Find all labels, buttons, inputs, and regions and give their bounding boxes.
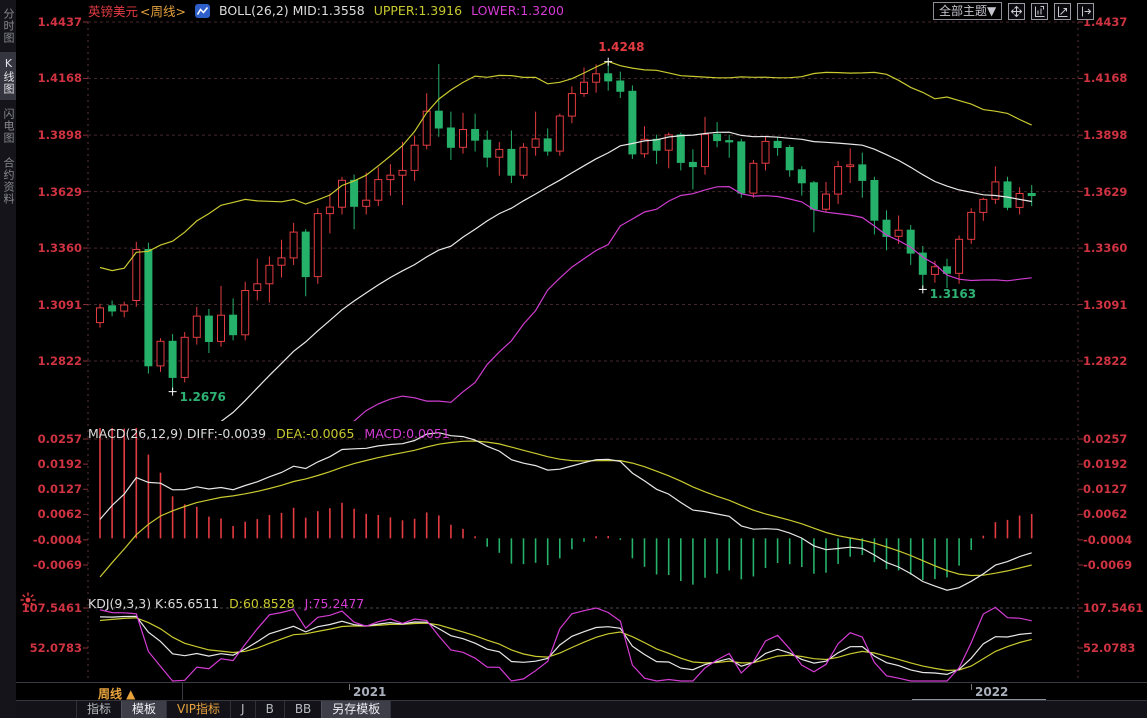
macd-panel-header: MACD(26,12,9) DIFF:-0.0039 DEA:-0.0065 M… [88, 426, 450, 441]
bollinger-bands [99, 60, 1032, 421]
macd-dea-value: DEA:-0.0065 [276, 426, 355, 441]
chart-type-sidebar: 分时图 K线图闪电图合约资料 [0, 0, 16, 718]
axis-label: 0.0192 [37, 457, 82, 472]
sidebar-item-tab[interactable]: 分时图 [2, 8, 15, 44]
sidebar-item-tab[interactable]: 闪电图 [2, 108, 15, 144]
axis-label: 1.4168 [1083, 71, 1128, 86]
period-tag: <周线> [140, 4, 186, 19]
sidebar-item-active[interactable]: K线图 [0, 52, 16, 100]
axis-label: 0.0127 [37, 482, 82, 497]
candlestick-series [96, 61, 1036, 392]
axis-label: 0.0062 [37, 507, 82, 522]
indicator-settings-icon[interactable] [19, 591, 37, 609]
axis-label: 1.4168 [37, 71, 82, 86]
axis-label: 1.3360 [37, 241, 82, 256]
axis-label: 52.0783 [29, 641, 82, 655]
line-chart-icon[interactable] [194, 3, 210, 18]
boll-upper-value: UPPER:1.3916 [373, 3, 463, 18]
axis-label: 52.0783 [1083, 641, 1136, 655]
move-icon[interactable] [1008, 2, 1026, 20]
boll-mid-value: BOLL(26,2) MID:1.3558 [218, 3, 365, 18]
axis-label: 1.3091 [37, 297, 82, 312]
tab-BB[interactable]: BB [283, 701, 321, 718]
price-annotation: 1.2676 [179, 389, 226, 404]
axis-label: 1.2822 [37, 354, 82, 368]
time-axis-bar: 周线 ▲ 2021 2022 [0, 682, 1147, 701]
axis-label: -0.0004 [32, 532, 82, 547]
axis-label: 107.5461 [1083, 601, 1144, 615]
axis-label: 0.0062 [1083, 507, 1128, 522]
kdj-series [99, 606, 1032, 682]
axis-label: 0.0257 [1083, 432, 1128, 446]
theme-selector-dropdown[interactable]: 全部主题▼ [933, 2, 1003, 20]
period-selector-button[interactable]: 周线 ▲ [98, 687, 136, 701]
year-tick [971, 684, 972, 690]
macd-diff-value: MACD(26,12,9) DIFF:-0.0039 [88, 426, 267, 441]
sidebar-item-tab[interactable]: 合约资料 [2, 157, 15, 205]
boll-lower-value: LOWER:1.3200 [471, 3, 564, 18]
axis-label: 1.3629 [1083, 184, 1128, 199]
axis-label: 0.0192 [1083, 457, 1128, 472]
kdj-d-value: D:60.8528 [229, 596, 295, 611]
kdj-j-value: J:75.2477 [304, 596, 365, 611]
axis-label: 0.0127 [1083, 482, 1128, 497]
year-tick [349, 684, 350, 690]
tab-模板[interactable]: 模板 [121, 701, 167, 718]
axis-label: 1.3629 [37, 184, 82, 199]
axis-label: 1.3091 [1083, 297, 1128, 312]
axis-label: 1.3898 [1083, 128, 1128, 143]
price-annotation: 1.4248 [598, 39, 645, 54]
main-chart-header: 英镑美元 <周线> BOLL(26,2) MID:1.3558 UPPER:1.3… [88, 2, 564, 19]
fit-chart-icon[interactable] [1031, 2, 1049, 20]
axis-label: 0.0257 [37, 432, 82, 446]
bottom-tab-bar: 指标 模板 VIP指标 J B BB 另存模板 [0, 700, 1147, 718]
axis-label: 1.3360 [1083, 241, 1128, 256]
axis-label: -0.0069 [32, 558, 82, 572]
tab-另存模板[interactable]: 另存模板 [321, 701, 392, 718]
price-annotation: 1.3163 [929, 287, 977, 302]
kdj-panel-header: KDJ(9,3,3) K:65.6511 D:60.8528 J:75.2477 [88, 596, 364, 611]
axis-label: 1.3898 [37, 128, 82, 143]
macd-bar-value: MACD:0.0051 [364, 426, 450, 441]
tab-指标[interactable]: 指标 [76, 701, 121, 718]
indicator-tabs: 指标 模板 VIP指标 J B BB 另存模板 [76, 701, 392, 718]
tab-VIP指标[interactable]: VIP指标 [166, 701, 230, 718]
divider [182, 683, 183, 701]
tab-B[interactable]: B [254, 701, 284, 718]
year-label: 2021 [353, 685, 387, 699]
axis-label: 1.2822 [1083, 354, 1128, 368]
tab-J[interactable]: J [230, 701, 255, 718]
axis-label: -0.0069 [1083, 558, 1133, 572]
axis-label: -0.0004 [1083, 532, 1133, 547]
header-toolbar: 全部主题▼ [933, 2, 1095, 20]
axis-label: 1.4437 [37, 15, 82, 29]
shift-right-icon[interactable] [1077, 2, 1095, 20]
kdj-k-value: KDJ(9,3,3) K:65.6511 [88, 596, 220, 611]
axis-label: 107.5461 [21, 601, 82, 615]
pan-chart-icon[interactable] [1054, 2, 1072, 20]
year-label: 2022 [975, 685, 1009, 699]
macd-series [99, 428, 1033, 591]
symbol-name: 英镑美元 [88, 4, 139, 19]
